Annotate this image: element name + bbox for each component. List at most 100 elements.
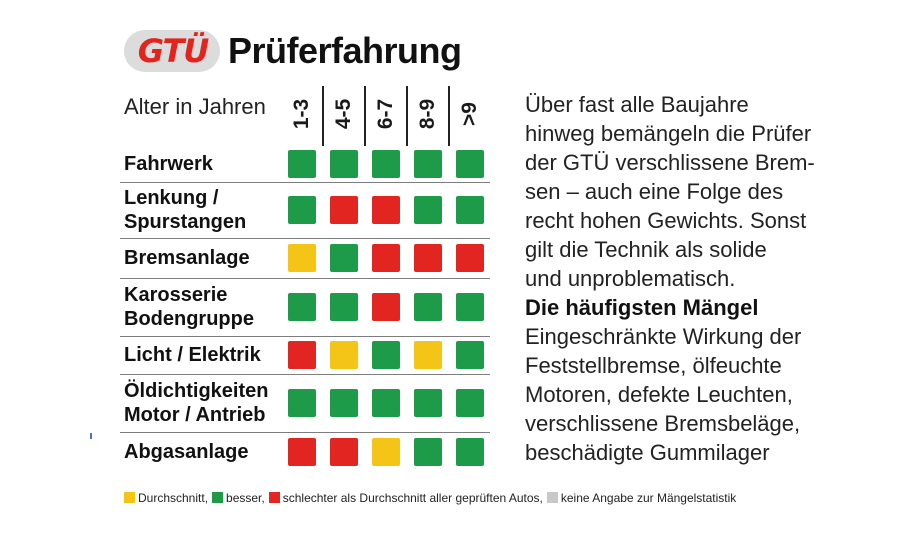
year-header: 1-3: [281, 86, 323, 142]
year-header: 8-9: [407, 86, 449, 142]
row-divider: [120, 432, 490, 433]
gtu-logo: GTÜ: [124, 30, 220, 72]
year-header-label: 1-3: [290, 98, 313, 130]
age-axis-label: Alter in Jahren: [124, 94, 266, 119]
year-header: >9: [449, 86, 491, 142]
rating-cell-green: [456, 341, 484, 369]
rating-cell-red: [330, 196, 358, 224]
rating-cell-green: [456, 389, 484, 417]
page-title: Prüferfahrung: [228, 30, 462, 71]
rating-cell-yellow: [330, 341, 358, 369]
row-label-line: Lenkung /: [124, 187, 219, 209]
legend-swatch-yellow: [124, 492, 135, 503]
defects-heading: Die häufigsten Mängel: [525, 295, 759, 320]
row-divider: [120, 182, 490, 183]
rating-cell-green: [414, 150, 442, 178]
column-divider: [448, 86, 450, 146]
rating-cell-yellow: [372, 438, 400, 466]
rating-cell-red: [330, 438, 358, 466]
intro-text-line: der GTÜ verschlissene Brem-: [525, 150, 815, 175]
year-header: 6-7: [365, 86, 407, 142]
row-label: Fahrwerk: [124, 152, 213, 176]
column-divider: [406, 86, 408, 146]
legend: Durchschnitt, besser, schlechter als Durch…: [124, 488, 740, 508]
rating-cell-yellow: [288, 244, 316, 272]
row-label: Karosserie Bodengruppe: [124, 283, 254, 331]
intro-text-line: sen – auch eine Folge des: [525, 179, 784, 204]
intro-text-line: Über fast alle Baujahre: [525, 92, 749, 117]
rating-cell-green: [372, 389, 400, 417]
rating-cell-green: [414, 389, 442, 417]
defects-text-line: verschlissene Bremsbeläge,: [525, 411, 801, 436]
rating-cell-green: [414, 196, 442, 224]
intro-text-line: gilt die Technik als solide: [525, 237, 767, 262]
rating-cell-green: [414, 438, 442, 466]
rating-cell-green: [414, 293, 442, 321]
legend-swatch-grey: [546, 492, 558, 503]
stray-mark: [90, 433, 92, 439]
row-label-line: Bremsanlage: [124, 247, 250, 269]
year-header-label: 4-5: [332, 98, 355, 130]
row-label: Abgasanlage: [124, 440, 248, 464]
row-divider: [120, 336, 490, 337]
row-label-line: Abgasanlage: [124, 441, 249, 463]
rating-cell-red: [372, 244, 400, 272]
rating-cell-green: [456, 293, 484, 321]
intro-text-line: und unproblematisch.: [525, 266, 736, 291]
intro-text-line: hinweg bemängeln die Prüfer: [525, 121, 812, 146]
rating-cell-red: [456, 244, 484, 272]
rating-cell-red: [372, 196, 400, 224]
legend-label: schlechter als Durchschnitt aller geprüf…: [282, 491, 543, 505]
row-divider: [120, 238, 490, 239]
rating-cell-green: [288, 150, 316, 178]
year-header-label: >9: [458, 102, 481, 126]
row-label: Licht / Elektrik: [124, 343, 261, 367]
rating-cell-green: [330, 244, 358, 272]
row-label-line: Licht / Elektrik: [124, 344, 261, 366]
legend-swatch-red: [268, 492, 280, 503]
column-divider: [322, 86, 324, 146]
row-label-line: Karosserie: [124, 284, 228, 306]
legend-label: keine Angabe zur Mängelstatistik: [560, 491, 737, 505]
defects-text-line: Motoren, defekte Leuchten,: [525, 382, 793, 407]
rating-cell-red: [414, 244, 442, 272]
rating-cell-red: [288, 438, 316, 466]
rating-cell-green: [288, 293, 316, 321]
defects-text-line: Feststellbremse, ölfeuchte: [525, 353, 782, 378]
legend-swatch-green: [212, 492, 224, 503]
rating-cell-green: [372, 341, 400, 369]
row-label: Bremsanlage: [124, 246, 250, 270]
gtu-logo-text: GTÜ: [137, 32, 210, 70]
rating-cell-green: [456, 438, 484, 466]
rating-cell-green: [330, 150, 358, 178]
year-header-label: 8-9: [416, 98, 439, 130]
rating-cell-red: [372, 293, 400, 321]
year-header: 4-5: [323, 86, 365, 142]
rating-cell-green: [456, 196, 484, 224]
row-label-line: Bodengruppe: [124, 308, 254, 330]
rating-cell-green: [456, 150, 484, 178]
year-header-label: 6-7: [374, 98, 397, 130]
row-divider: [120, 278, 490, 279]
row-label: Öldichtigkeiten Motor / Antrieb: [124, 379, 268, 427]
row-label-line: Spurstangen: [124, 211, 247, 233]
column-divider: [364, 86, 366, 146]
row-label-line: Motor / Antrieb: [124, 404, 266, 426]
row-label: Lenkung / Spurstangen: [124, 186, 246, 234]
info-text-block: Über fast alle Baujahre hinweg bemängeln …: [525, 90, 825, 467]
legend-label: Durchschnitt,: [138, 491, 209, 505]
defects-text-line: Eingeschränkte Wirkung der: [525, 324, 802, 349]
rating-cell-green: [288, 389, 316, 417]
row-label-line: Fahrwerk: [124, 153, 213, 175]
rating-cell-green: [330, 389, 358, 417]
rating-cell-green: [330, 293, 358, 321]
row-divider: [120, 374, 490, 375]
rating-cell-yellow: [414, 341, 442, 369]
rating-cell-green: [288, 196, 316, 224]
intro-text-line: recht hohen Gewichts. Sonst: [525, 208, 807, 233]
legend-label: besser,: [226, 491, 265, 505]
rating-cell-green: [372, 150, 400, 178]
row-label-line: Öldichtigkeiten: [124, 380, 269, 402]
rating-cell-red: [288, 341, 316, 369]
defects-text-line: beschädigte Gummilager: [525, 440, 770, 465]
